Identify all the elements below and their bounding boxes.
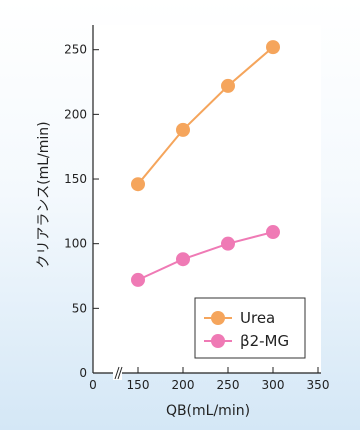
y-axis-ticks: 0 50 100 150 200 250 [64, 43, 99, 380]
y-tick-label: 200 [64, 107, 87, 121]
x-tick-label: 150 [127, 378, 150, 392]
x-axis-break-mark [113, 366, 123, 380]
data-point-urea [176, 122, 190, 137]
x-tick-label: 0 [89, 378, 97, 392]
legend: Urea β2-MG [194, 297, 306, 359]
y-axis-title: クリアランス(mL/min) [36, 121, 52, 268]
x-tick-label: 250 [217, 378, 240, 392]
data-point-2-mg [266, 225, 280, 240]
legend-box [194, 297, 306, 359]
x-axis-title: QB(mL/min) [166, 403, 250, 419]
y-tick-label: 0 [79, 366, 87, 380]
x-tick-label: 200 [172, 378, 195, 392]
y-tick-label: 250 [64, 43, 87, 57]
x-axis-ticks: 0 150 200 250 300 350 [89, 367, 329, 392]
legend-b2mg-marker [211, 334, 225, 348]
legend-urea-label: Urea [240, 309, 275, 327]
y-tick-label: 100 [64, 237, 87, 251]
data-point-urea [221, 78, 235, 93]
data-point-urea [266, 40, 280, 55]
y-tick-label: 50 [72, 301, 87, 315]
legend-b2mg-label: β2-MG [240, 332, 289, 350]
legend-urea-marker [211, 311, 225, 325]
data-point-2-mg [176, 252, 190, 267]
series-line-2-mg [137, 231, 274, 281]
x-tick-label: 300 [262, 378, 285, 392]
x-tick-label: 350 [307, 378, 330, 392]
series-line-urea [137, 46, 274, 185]
data-point-2-mg [131, 272, 145, 287]
y-tick-label: 150 [64, 172, 87, 186]
series-layer [131, 40, 280, 287]
data-point-urea [131, 177, 145, 192]
data-point-2-mg [221, 236, 235, 251]
